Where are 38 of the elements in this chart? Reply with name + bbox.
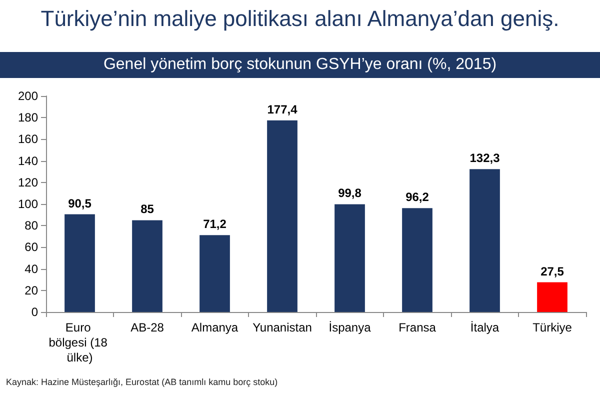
chart-title: Türkiye’nin maliye politikası alanı Almanya’dan geniş. [40,6,560,32]
y-tick-label: 140 [18,154,38,168]
x-tick-label: İspanya [328,320,372,334]
data-label: 96,2 [406,190,430,204]
data-label: 90,5 [68,196,92,210]
y-tick-label: 180 [18,110,38,125]
bar [200,235,230,312]
y-tick-label: 40 [24,262,38,276]
bar [537,282,568,312]
x-tick-label: AB-28 [130,320,164,334]
text: Kaynak: Hazine Müsteşarlığı, Eurostat (AB tanımlı kamu borç stoku) [6,377,278,387]
bar [334,204,365,312]
bar [132,220,162,312]
x-tick-label: Fransa [398,320,436,334]
y-tick-label: 120 [18,175,38,190]
y-tick-label: 100 [18,197,38,211]
y-tick-label: 60 [24,240,38,254]
x-tick-label: İtalya [470,320,500,334]
bar [267,120,298,312]
bar [402,208,432,312]
data-label: 132,3 [470,151,500,166]
x-tick-label: Euro bölgesi (18 ülke) [48,320,111,364]
x-tick-label: Yunanistan [252,320,312,334]
y-tick-label: 0 [31,305,38,319]
y-tick-label: 160 [18,132,38,146]
chart-subtitle: Genel yönetim borç stokunun GSYH’ye oranı (%, 2015) [0,52,600,78]
data-label: 71,2 [203,217,227,232]
bar [470,169,500,312]
y-tick-label: 20 [24,283,38,298]
data-label: 27,5 [540,264,564,278]
x-tick-label: Türkiye [532,320,572,334]
data-label: 177,4 [267,102,298,116]
data-label: 85 [140,202,154,216]
x-tick-label: Almanya [191,320,238,334]
y-tick-label: 80 [24,218,38,233]
y-tick-label: 200 [18,89,38,103]
bar [64,214,95,312]
data-label: 99,8 [338,186,362,200]
